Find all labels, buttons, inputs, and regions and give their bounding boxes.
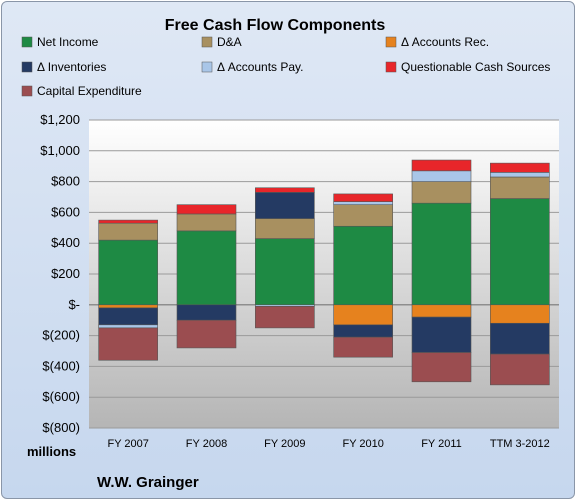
legend-label-4: Δ Accounts Pay. (217, 60, 304, 74)
bar-segment-4-4 (411, 170, 472, 182)
bar-segment-1-1 (176, 213, 237, 232)
bar-segment-4-3 (333, 201, 393, 205)
bar-segment-2-5 (490, 304, 550, 324)
legend-swatch-4 (201, 61, 213, 73)
bar-segment-3-3 (333, 324, 393, 338)
legend-label-0: Net Income (37, 35, 99, 49)
y-tick-label: $800 (51, 174, 80, 189)
y-tick-label: $(600) (42, 389, 80, 404)
bar-segment-6-2 (255, 306, 315, 329)
bar-segment-1-4 (411, 181, 472, 204)
bar-segment-0-3 (333, 225, 393, 306)
legend-label-3: Δ Inventories (37, 60, 106, 74)
y-tick-label: $(800) (42, 420, 80, 435)
legend-label-2: Δ Accounts Rec. (401, 35, 489, 49)
bar-segment-3-2 (255, 192, 315, 219)
bar-segment-1-2 (255, 218, 315, 239)
x-tick-label: FY 2009 (264, 438, 305, 450)
y-tick-label: $400 (51, 235, 80, 250)
bar-segment-3-1 (176, 304, 237, 321)
bar-segment-4-5 (490, 172, 550, 178)
y-tick-label: $1,000 (40, 143, 80, 158)
bar-segment-6-4 (411, 352, 472, 383)
bar-segment-6-1 (176, 319, 237, 349)
bar-segment-5-2 (255, 187, 315, 193)
bar-segment-3-0 (98, 307, 158, 326)
bar-segment-5-0 (98, 219, 158, 224)
legend-label-1: D&A (217, 35, 242, 49)
legend-swatch-0 (21, 36, 33, 48)
bar-segment-2-0 (98, 304, 158, 309)
legend-swatch-3 (21, 61, 33, 73)
x-tick-label: FY 2010 (342, 438, 383, 450)
bar-segment-0-0 (98, 239, 158, 306)
x-axis: FY 2007 FY 2008 FY 2009 FY 2010 FY 2011 TTM 3… (107, 438, 549, 450)
bar-segment-1-0 (98, 222, 158, 241)
bar-segment-6-5 (490, 353, 550, 386)
bar-segment-3-4 (411, 316, 472, 353)
bars (98, 159, 550, 386)
bar-segment-6-0 (98, 327, 158, 361)
y-tick-label: $(400) (42, 358, 80, 373)
bar-segment-5-4 (411, 159, 472, 172)
bar-segment-4-0 (98, 324, 158, 329)
bar-segment-1-3 (333, 204, 393, 227)
x-tick-label: TTM 3-2012 (490, 438, 550, 450)
y-tick-label: $- (68, 297, 80, 312)
legend-label-5: Questionable Cash Sources (401, 60, 550, 74)
bar-segment-2-4 (411, 304, 472, 318)
legend-swatch-2 (385, 36, 397, 48)
gridlines (89, 119, 559, 429)
legend-swatch-5 (385, 61, 397, 73)
company-name: W.W. Grainger (97, 474, 199, 491)
y-tick-label: $(200) (42, 328, 80, 343)
y-tick-label: $200 (51, 266, 80, 281)
bar-segment-5-3 (333, 193, 393, 202)
bar-segment-5-1 (176, 204, 237, 215)
bar-segment-6-3 (333, 336, 393, 358)
legend-swatch-1 (201, 36, 213, 48)
legend-swatch-6 (21, 85, 33, 97)
bar-segment-5-5 (490, 162, 550, 173)
x-tick-label: FY 2011 (421, 438, 462, 450)
y-tick-label: $1,200 (40, 112, 80, 127)
bar-segment-0-4 (411, 202, 472, 306)
bar-segment-1-5 (490, 176, 550, 199)
bar-segment-3-5 (490, 322, 550, 355)
y-tick-label: $600 (51, 204, 80, 219)
bar-segment-2-3 (333, 304, 393, 326)
bar-segment-0-5 (490, 198, 550, 306)
legend-label-6: Capital Expenditure (37, 84, 142, 98)
chart-title: Free Cash Flow Components (165, 17, 386, 34)
bar-segment-0-1 (176, 230, 237, 306)
y-axis: $1,200 $1,000 $800 $600 $400 $200 $- $(200) $(40… (40, 112, 80, 435)
x-tick-label: FY 2008 (186, 438, 227, 450)
y-axis-units-label: millions (27, 444, 76, 459)
x-tick-label: FY 2007 (107, 438, 148, 450)
legend: Net Income D&A Δ Accounts Rec. Δ Inventorie… (21, 35, 550, 98)
bar-segment-0-2 (255, 238, 315, 306)
